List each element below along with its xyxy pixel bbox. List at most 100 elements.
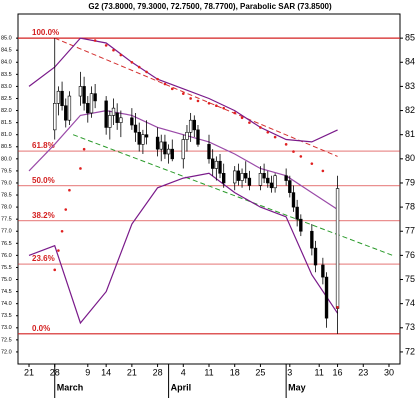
sar-dot xyxy=(130,60,134,64)
y-tick-label: 76 xyxy=(405,250,415,260)
candle-body xyxy=(207,144,211,160)
sar-dot xyxy=(310,162,314,165)
candle-body xyxy=(233,170,237,184)
sar-dot xyxy=(68,188,71,192)
y-tick-left-label: 76.5 xyxy=(1,241,12,247)
sar-dot xyxy=(170,87,174,91)
sar-dot xyxy=(163,82,167,86)
candle-body xyxy=(163,141,167,155)
y-tick-label: 74 xyxy=(405,298,415,308)
candle-body xyxy=(247,177,252,186)
sar-dot xyxy=(215,104,218,108)
x-tick-label: 4 xyxy=(181,367,186,377)
candle-body xyxy=(166,148,171,155)
fib-label: 100.0% xyxy=(32,28,59,37)
y-tick-label: 83 xyxy=(405,81,415,91)
y-tick-left-label: 72.0 xyxy=(1,349,12,355)
y-tick-label: 80 xyxy=(405,153,415,163)
y-tick-left-label: 80.0 xyxy=(1,156,12,162)
x-tick-label: 28 xyxy=(153,367,163,377)
candle-body xyxy=(115,112,119,123)
candle-body xyxy=(310,230,314,249)
x-tick-label: 14 xyxy=(101,367,111,377)
candle-body xyxy=(335,188,340,309)
candle-body xyxy=(218,160,222,174)
candle-body xyxy=(258,173,263,186)
band-lower xyxy=(28,172,339,325)
candle-body xyxy=(53,103,57,131)
y-tick-left-label: 76.0 xyxy=(1,253,12,259)
candle-body xyxy=(185,131,189,140)
y-tick-left-label: 73.0 xyxy=(1,325,12,331)
candle-body xyxy=(64,105,68,121)
candle-body xyxy=(155,136,160,150)
y-tick-label: 73 xyxy=(405,322,415,332)
sar-dot xyxy=(104,44,108,47)
fib-label: 0.0% xyxy=(32,324,50,333)
y-tick-left-label: 77.0 xyxy=(1,229,12,235)
candle-body xyxy=(291,192,296,208)
candle-body xyxy=(321,264,325,278)
x-tick-label: 16 xyxy=(333,367,343,377)
x-tick-label: 11 xyxy=(204,367,213,377)
fib-label: 38.2% xyxy=(32,211,55,220)
month-label: April xyxy=(171,382,192,392)
candle-body xyxy=(133,124,138,133)
y-tick-left-label: 75.0 xyxy=(1,277,12,283)
candle-body xyxy=(82,86,86,104)
candle-body xyxy=(170,148,174,160)
candle-body xyxy=(284,175,288,181)
band-upper xyxy=(28,37,338,143)
month-label: May xyxy=(288,382,306,392)
x-tick-label: 21 xyxy=(127,367,137,377)
candle-body xyxy=(313,247,318,266)
sar-dot xyxy=(292,150,295,153)
y-tick-left-label: 75.5 xyxy=(1,265,12,271)
sar-dot xyxy=(284,143,288,146)
sar-dot xyxy=(145,70,148,74)
candle-body xyxy=(181,139,185,160)
y-tick-left-label: 81.0 xyxy=(1,132,12,138)
chart-title: G2 (73.8000, 79.3000, 72.7500, 78.7700),… xyxy=(88,2,332,11)
y-tick-label: 72 xyxy=(405,346,415,356)
y-tick-label: 82 xyxy=(405,105,415,115)
candle-body xyxy=(188,119,193,133)
sar-dot xyxy=(196,99,200,103)
x-tick-label: 18 xyxy=(230,367,240,377)
x-tick-label: 3 xyxy=(287,367,292,377)
sar-dot xyxy=(222,106,225,110)
candle-body xyxy=(244,173,248,179)
sar-dot xyxy=(82,147,86,151)
sar-dot xyxy=(259,126,262,129)
y-tick-left-label: 83.0 xyxy=(1,84,12,90)
candle-body xyxy=(266,177,270,184)
sar-dot xyxy=(79,167,82,170)
sar-dot xyxy=(181,92,185,95)
trendline xyxy=(72,134,393,256)
candle-body xyxy=(111,107,116,116)
y-tick-left-label: 81.5 xyxy=(1,120,12,126)
y-tick-label: 84 xyxy=(405,57,415,67)
x-tick-label: 30 xyxy=(384,367,394,377)
sar-dot xyxy=(240,116,244,120)
fib-label: 23.6% xyxy=(32,254,55,263)
y-tick-left-label: 84.5 xyxy=(1,48,12,54)
x-tick-label: 9 xyxy=(85,367,90,377)
candle-body xyxy=(56,90,61,104)
sar-dot xyxy=(248,121,251,124)
sar-dot xyxy=(119,53,123,57)
candle-body xyxy=(144,134,149,138)
month-label: March xyxy=(57,382,84,392)
y-tick-left-label: 79.5 xyxy=(1,168,12,174)
y-tick-label: 85 xyxy=(405,33,415,43)
y-tick-left-label: 84.0 xyxy=(1,60,12,66)
candle-body xyxy=(78,86,83,97)
candle-body xyxy=(299,218,303,232)
y-tick-left-label: 80.5 xyxy=(1,144,12,150)
candle-body xyxy=(295,206,299,220)
sar-dot xyxy=(233,111,237,115)
sar-dot xyxy=(53,268,57,272)
y-tick-left-label: 82.5 xyxy=(1,96,12,102)
candle-body xyxy=(104,100,108,128)
